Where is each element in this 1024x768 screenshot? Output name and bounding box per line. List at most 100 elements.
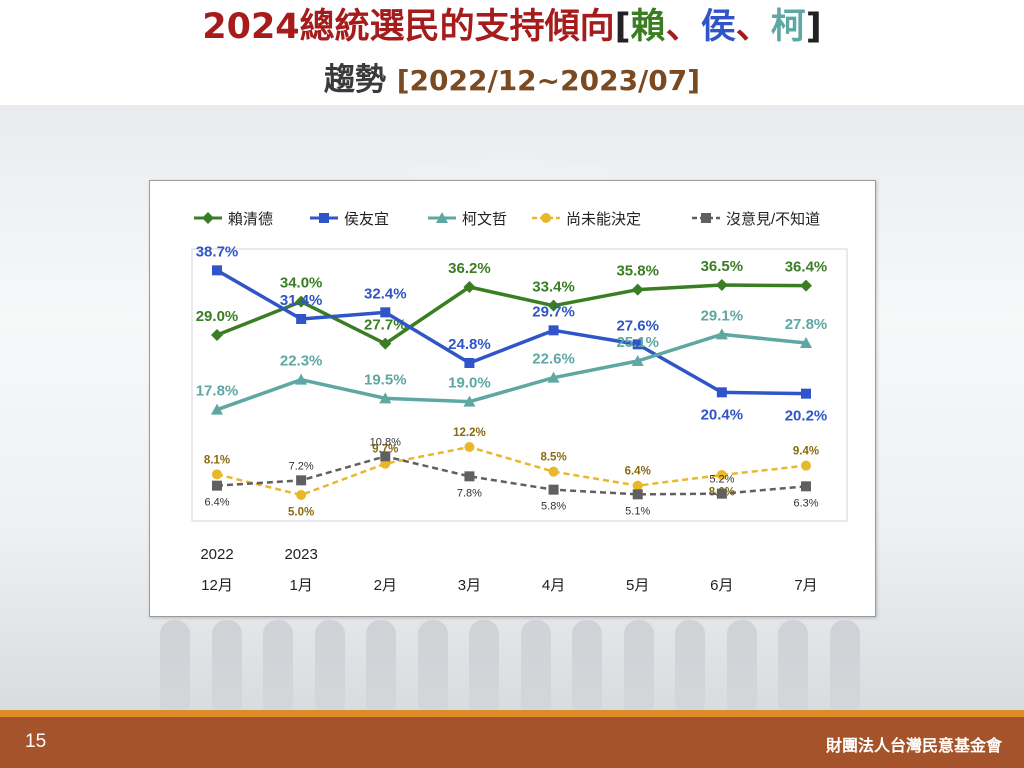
- person-silhouette: [469, 620, 500, 710]
- legend-marker: [541, 213, 551, 223]
- data-label: 7.2%: [289, 460, 314, 472]
- data-label: 12.2%: [453, 427, 486, 439]
- data-label: 20.4%: [701, 406, 744, 423]
- person-silhouette: [829, 620, 860, 710]
- data-point: [632, 489, 643, 500]
- crowd-silhouette-decoration: [160, 615, 860, 710]
- title-name-hou: 侯: [700, 7, 736, 47]
- person-silhouette: [160, 620, 190, 710]
- x-year-label: 2023: [284, 546, 317, 563]
- data-label: 17.8%: [196, 383, 239, 400]
- organization-name: 財團法人台灣民意基金會: [825, 736, 1002, 755]
- data-point: [548, 325, 559, 336]
- legend-marker: [701, 213, 711, 223]
- legend-label: 沒意見/不知道: [726, 210, 820, 228]
- legend-marker: [202, 212, 214, 224]
- data-point: [631, 283, 644, 296]
- data-label: 5.0%: [288, 507, 314, 519]
- data-point: [715, 279, 728, 291]
- data-point: [295, 295, 308, 308]
- data-label: 33.4%: [532, 279, 575, 296]
- data-label: 27.6%: [616, 317, 659, 334]
- title-separator: 、: [735, 7, 771, 47]
- data-point: [801, 460, 811, 471]
- x-tick-label: 12月: [201, 577, 233, 594]
- data-point: [379, 392, 392, 404]
- data-point: [464, 442, 475, 452]
- legend-label: 尚未能決定: [566, 211, 641, 228]
- slide-footer: 15 財團法人台灣民意基金會: [0, 717, 1024, 768]
- x-tick-label: 2月: [374, 577, 397, 594]
- data-point: [548, 466, 559, 477]
- data-label: 9.7%: [372, 444, 398, 456]
- data-point: [715, 328, 728, 340]
- data-label: 22.3%: [280, 353, 323, 370]
- data-label: 5.8%: [541, 501, 566, 513]
- series-line: [216, 455, 807, 496]
- data-point: [800, 279, 812, 292]
- data-label: 25.1%: [616, 334, 659, 351]
- person-silhouette: [520, 620, 551, 710]
- data-label: 36.2%: [448, 260, 491, 277]
- data-label: 27.8%: [785, 316, 828, 333]
- data-label: 6.4%: [625, 466, 651, 478]
- person-silhouette: [366, 620, 397, 710]
- page-number: 15: [25, 731, 47, 752]
- title-open-bracket: [: [614, 7, 631, 47]
- data-point: [547, 299, 560, 312]
- chart-frame: 賴清德 侯友宜 柯文哲 尚未能決定 沒意見/不知道 29.0% 34.0% 27.7% 36.2…: [149, 180, 876, 617]
- data-label: 20.2%: [785, 408, 828, 425]
- x-tick-label: 5月: [626, 577, 649, 594]
- data-label: 38.7%: [196, 243, 239, 260]
- data-point: [211, 403, 223, 415]
- data-label: 29.0%: [196, 308, 239, 325]
- person-silhouette: [572, 620, 603, 710]
- data-label: 36.5%: [701, 258, 744, 275]
- data-point: [632, 339, 643, 350]
- data-point: [801, 388, 811, 399]
- legend-marker: [319, 213, 329, 223]
- trend-line-chart: 賴清德 侯友宜 柯文哲 尚未能決定 沒意見/不知道 29.0% 34.0% 27.7% 36.2…: [191, 210, 848, 594]
- data-label: 31.4%: [280, 292, 323, 309]
- data-label: 36.4%: [785, 259, 828, 276]
- data-label: 27.7%: [364, 317, 407, 334]
- data-point: [211, 329, 223, 341]
- data-point: [547, 371, 560, 383]
- data-point: [800, 337, 812, 348]
- data-label: 19.0%: [448, 375, 491, 392]
- data-point: [801, 481, 811, 492]
- series-line: [216, 445, 807, 497]
- title-separator: 、: [665, 7, 701, 47]
- data-label: 6.3%: [793, 497, 818, 509]
- data-label: 19.5%: [364, 371, 407, 388]
- data-label: 6.4%: [204, 497, 229, 509]
- data-label: 8.5%: [540, 452, 566, 464]
- data-point: [548, 484, 559, 495]
- person-silhouette: [726, 620, 757, 710]
- data-label: 32.4%: [364, 285, 407, 302]
- data-label: 22.6%: [532, 351, 575, 368]
- legend-label: 柯文哲: [462, 211, 507, 228]
- title-name-lai: 賴: [630, 7, 666, 47]
- data-point: [716, 470, 727, 480]
- data-label: 29.7%: [532, 303, 575, 320]
- legend-label: 賴清德: [228, 210, 273, 228]
- data-label: 34.0%: [280, 275, 323, 292]
- legend-marker: [436, 212, 448, 223]
- data-label: 35.8%: [616, 263, 659, 280]
- data-point: [212, 265, 222, 276]
- title-close-bracket: ]: [805, 7, 822, 47]
- data-point: [464, 358, 475, 368]
- person-silhouette: [263, 620, 294, 710]
- person-silhouette: [314, 620, 345, 710]
- data-point: [212, 480, 222, 491]
- data-point: [212, 469, 222, 480]
- data-point: [380, 307, 391, 318]
- subtitle-main: 趨勢: [323, 62, 386, 98]
- person-silhouette: [211, 620, 242, 710]
- slide-subtitle: 趨勢 [2022/12~2023/07]: [0, 60, 1024, 101]
- data-label: 24.8%: [448, 336, 491, 353]
- data-point: [464, 471, 475, 482]
- data-point: [632, 480, 643, 491]
- slide-title: 2024總統選民的支持傾向[賴、侯、柯]: [0, 4, 1024, 50]
